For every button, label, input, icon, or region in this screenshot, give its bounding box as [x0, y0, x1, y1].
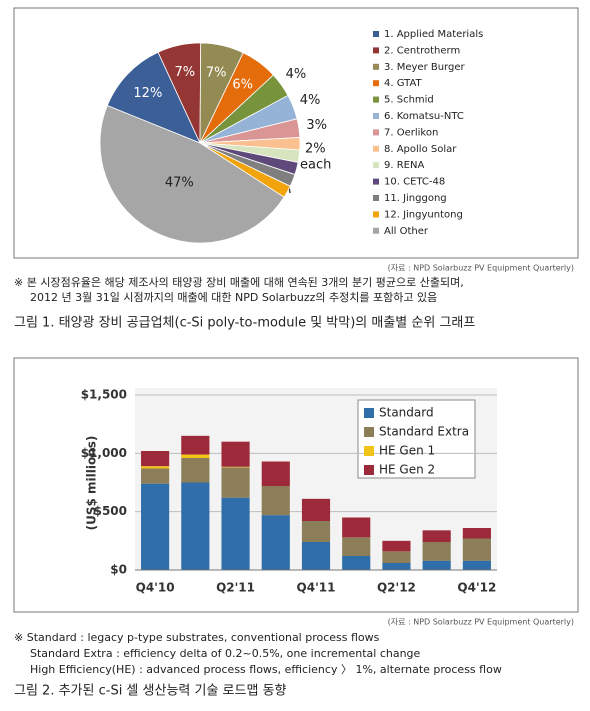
y-tick-label: $500 [94, 504, 127, 518]
note: High Efficiency(HE) : advanced process f… [30, 663, 502, 676]
legend-label: 4. GTAT [384, 78, 423, 89]
legend-label: 5. Schmid [384, 95, 434, 106]
bar-segment [181, 482, 210, 570]
bar-segment [301, 542, 331, 570]
legend-swatch [373, 178, 379, 185]
bar-segment [382, 563, 411, 570]
bar-segment [422, 560, 451, 570]
bar-segment [181, 454, 210, 458]
legend-label: 3. Meyer Burger [384, 62, 465, 73]
legend-swatch [373, 162, 379, 169]
annotation: 2% [305, 142, 326, 157]
bar-segment [422, 530, 451, 542]
bar-segment [221, 441, 250, 467]
x-tick-label: Q4'11 [297, 581, 336, 595]
value-label: 47% [165, 175, 194, 190]
legend-label: HE Gen 1 [379, 444, 435, 458]
value-label: 3% [306, 118, 327, 133]
legend-swatch [373, 129, 379, 136]
bar-segment [221, 466, 250, 468]
value-label: 7% [174, 65, 195, 80]
legend-label: 2. Centrotherm [384, 45, 460, 56]
legend-label: 8. Apollo Solar [384, 144, 457, 155]
legend-label: All Other [384, 226, 429, 237]
bar-segment [141, 468, 170, 484]
legend-label: 6. Komatsu-NTC [384, 111, 464, 122]
pie-slice [99, 105, 285, 244]
bar-segment [301, 498, 331, 521]
legend-swatch [373, 96, 379, 103]
legend-label: 11. Jinggong [384, 193, 447, 204]
x-tick-label: Q4'10 [136, 581, 175, 595]
legend-swatch [373, 227, 379, 234]
legend-swatch [364, 408, 374, 418]
legend-swatch [364, 427, 374, 437]
legend-label: HE Gen 2 [379, 463, 435, 477]
legend-swatch [364, 446, 374, 456]
legend-label: 1. Applied Materials [384, 29, 483, 40]
value-label: 6% [232, 78, 253, 93]
note: ※ Standard : legacy p-type substrates, c… [14, 631, 380, 644]
legend-swatch [373, 63, 379, 70]
bar-segment [462, 528, 491, 539]
legend-swatch [364, 465, 374, 475]
legend-label: Standard Extra [379, 425, 469, 439]
bar-segment [301, 521, 331, 542]
legend-swatch [373, 80, 379, 87]
bar-segment [261, 515, 290, 570]
bar-segment [382, 551, 411, 563]
x-tick-label: Q4'12 [457, 581, 496, 595]
y-axis-title: (US$ millions) [85, 436, 99, 531]
bar-segment [342, 537, 371, 556]
legend-swatch [373, 31, 379, 37]
bar-segment [181, 458, 210, 483]
y-tick-label: $1,500 [81, 388, 127, 402]
bar-segment [141, 466, 170, 469]
bar-segment [462, 560, 491, 570]
bar-segment [181, 435, 210, 455]
legend-label: Standard [379, 406, 434, 420]
legend-label: 7. Oerlikon [384, 127, 438, 138]
note: ※ 본 시장점유율은 해당 제조사의 태양광 장비 매출에 대해 연속된 3개의… [14, 275, 464, 289]
y-tick-label: $0 [110, 563, 127, 577]
caption: 그림 2. 추가된 c-Si 셀 생산능력 기술 로드맵 동향 [14, 684, 287, 699]
value-label: 4% [300, 93, 321, 108]
bar-segment [261, 486, 290, 516]
pie-slice [106, 51, 201, 144]
legend-label: 12. Jingyuntong [384, 209, 463, 220]
bar-segment [221, 467, 250, 498]
legend-label: 9. RENA [384, 160, 424, 171]
x-tick-label: Q2'12 [377, 581, 416, 595]
bar-segment [382, 540, 411, 552]
bar-segment [221, 497, 250, 570]
x-tick-label: Q2'11 [216, 581, 255, 595]
note: 2012 년 3월 31일 시점까지의 매출에 대한 NPD Solarbuzz… [30, 290, 437, 304]
note: Standard Extra : efficiency delta of 0.2… [30, 647, 421, 660]
bar-segment [342, 517, 371, 538]
legend-swatch [373, 195, 379, 201]
bar-segment [261, 461, 290, 486]
legend-swatch [373, 211, 379, 218]
y-tick-label: $1,000 [81, 446, 127, 460]
legend-label: 10. CETC-48 [384, 177, 445, 188]
value-label: 12% [133, 86, 162, 101]
bar-segment [141, 451, 170, 467]
caption: 그림 1. 태양광 장비 공급업체(c-Si poly-to-module 및 … [14, 316, 475, 331]
bar-segment [342, 556, 371, 570]
legend-swatch [373, 113, 379, 119]
bar-segment [422, 542, 451, 561]
value-label: 4% [286, 67, 307, 82]
source: (자료 : NPD Solarbuzz PV Equipment Quarter… [388, 618, 574, 627]
legend-box [357, 399, 476, 479]
source: (자료 : NPD Solarbuzz PV Equipment Quarter… [388, 264, 574, 273]
bar-segment [462, 538, 491, 561]
annotation: each [300, 158, 331, 173]
value-label: 7% [206, 65, 227, 80]
legend-swatch [373, 145, 379, 152]
bar-segment [141, 483, 170, 570]
legend-swatch [373, 47, 379, 54]
